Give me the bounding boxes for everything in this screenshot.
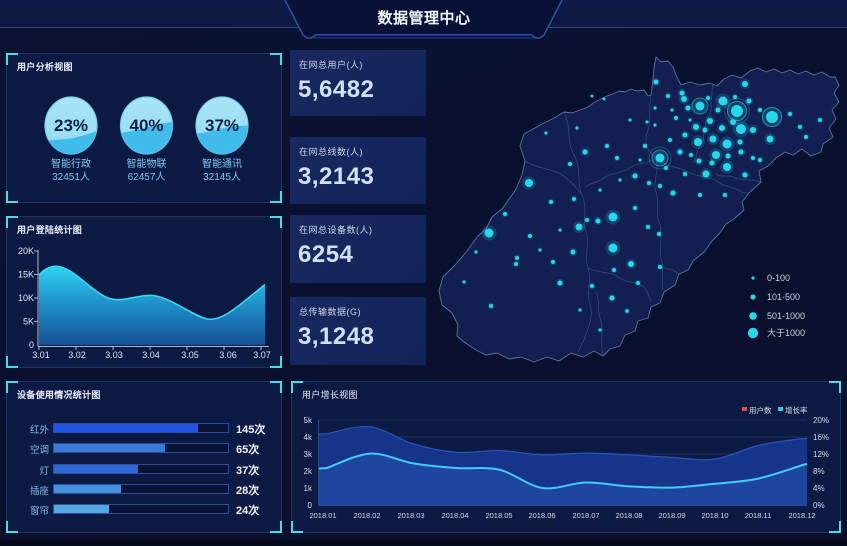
svg-text:3.03: 3.03 (105, 350, 123, 360)
svg-text:5k: 5k (304, 416, 313, 425)
svg-text:20K: 20K (18, 246, 34, 256)
svg-text:2018.09: 2018.09 (658, 511, 685, 520)
svg-text:2018.04: 2018.04 (441, 511, 468, 520)
svg-text:0-100: 0-100 (767, 273, 790, 283)
svg-text:16%: 16% (813, 433, 829, 442)
svg-text:2018.01: 2018.01 (309, 511, 336, 520)
svg-text:增长率: 增长率 (785, 405, 808, 415)
svg-text:4%: 4% (813, 484, 825, 493)
svg-text:3.02: 3.02 (68, 350, 86, 360)
svg-text:2018.10: 2018.10 (701, 511, 728, 520)
svg-text:2018.07: 2018.07 (572, 511, 599, 520)
svg-text:2018.08: 2018.08 (615, 511, 642, 520)
svg-text:3k: 3k (304, 450, 313, 459)
svg-text:2k: 2k (304, 467, 313, 476)
svg-text:0: 0 (308, 501, 313, 510)
svg-text:2018.12: 2018.12 (788, 511, 815, 520)
svg-text:2018.11: 2018.11 (745, 511, 772, 520)
svg-text:2018.05: 2018.05 (485, 511, 512, 520)
svg-text:12%: 12% (813, 450, 829, 459)
svg-text:1k: 1k (304, 484, 313, 493)
svg-text:5K: 5K (23, 317, 34, 327)
svg-text:40%: 40% (129, 116, 163, 135)
svg-text:8%: 8% (813, 467, 825, 476)
svg-text:2018.02: 2018.02 (353, 511, 380, 520)
svg-text:用户数: 用户数 (749, 405, 772, 415)
svg-text:大于1000: 大于1000 (767, 327, 805, 338)
svg-text:2018.03: 2018.03 (397, 511, 424, 520)
svg-text:37%: 37% (205, 116, 239, 135)
svg-text:20%: 20% (813, 416, 829, 425)
svg-text:3.04: 3.04 (142, 350, 160, 360)
svg-text:23%: 23% (54, 116, 88, 135)
svg-text:3.01: 3.01 (32, 350, 50, 360)
svg-text:4k: 4k (304, 433, 313, 442)
svg-text:3.05: 3.05 (181, 350, 199, 360)
svg-text:0%: 0% (813, 501, 825, 510)
svg-text:0: 0 (29, 340, 34, 350)
svg-text:101-500: 101-500 (767, 292, 800, 302)
svg-text:15K: 15K (18, 270, 34, 280)
svg-text:2018.06: 2018.06 (528, 511, 555, 520)
svg-text:3.06: 3.06 (219, 350, 237, 360)
svg-text:3.07: 3.07 (253, 350, 271, 360)
svg-text:10K: 10K (18, 293, 34, 303)
svg-text:501-1000: 501-1000 (767, 311, 805, 321)
